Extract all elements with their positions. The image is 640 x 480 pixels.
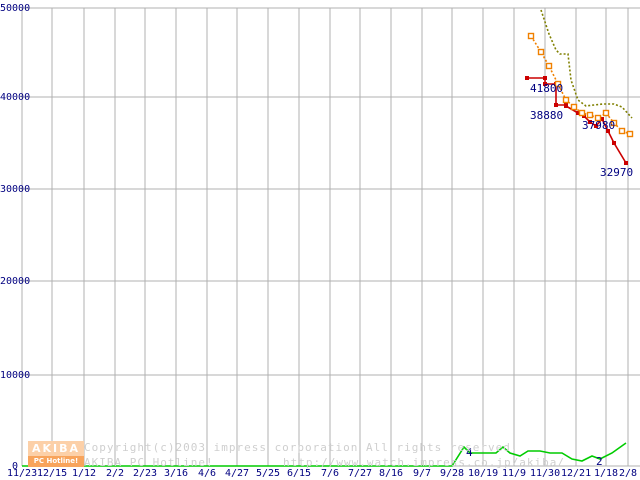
series-max-price bbox=[540, 9, 633, 119]
series-avg-price bbox=[527, 32, 634, 138]
count-value-label: 2 bbox=[596, 455, 603, 468]
data-point-marker bbox=[527, 32, 535, 40]
data-point-marker bbox=[543, 82, 547, 86]
data-point-marker bbox=[602, 109, 610, 117]
data-point-marker bbox=[618, 127, 626, 135]
series-shop-count bbox=[22, 442, 627, 467]
watermark-brand-bottom: PC Hotline! bbox=[28, 456, 84, 467]
price-value-label: 41800 bbox=[530, 82, 564, 95]
x-axis-tick-label: 9/7 bbox=[413, 468, 432, 479]
site-name-line: AKIBA PC Hotline! bbox=[84, 456, 214, 469]
x-axis-tick-label: 10/19 bbox=[468, 468, 499, 479]
data-point-marker bbox=[545, 62, 553, 70]
y-axis-tick-label: 30000 bbox=[0, 184, 31, 195]
x-axis-tick-label: 5/25 bbox=[256, 468, 281, 479]
data-point-marker bbox=[594, 124, 598, 128]
data-point-marker bbox=[570, 103, 578, 111]
series-line-shop-count bbox=[22, 442, 627, 467]
copyright-line: Copyright(c)2003 impress corporation All… bbox=[84, 441, 519, 454]
price-value-label: 32970 bbox=[600, 166, 634, 179]
data-point-marker bbox=[594, 114, 602, 122]
data-point-marker bbox=[525, 76, 529, 80]
x-axis-tick-label: 2/23 bbox=[133, 468, 158, 479]
x-axis-tick-label: 11/9 bbox=[502, 468, 527, 479]
y-axis-tick-label: 50000 bbox=[0, 3, 31, 14]
data-point-marker bbox=[610, 119, 618, 127]
x-axis-tick-label: 2/8 bbox=[619, 468, 638, 479]
price-value-label: 37980 bbox=[582, 119, 616, 132]
data-point-marker bbox=[578, 109, 586, 117]
site-url-line: http://www.watch.impress.co.jp/akiba/ bbox=[283, 456, 566, 469]
x-axis-tick-label: 9/28 bbox=[440, 468, 465, 479]
x-axis-tick-label: 2/2 bbox=[106, 468, 125, 479]
grid-lines bbox=[21, 7, 640, 467]
data-point-marker bbox=[624, 161, 628, 165]
data-point-marker bbox=[576, 111, 580, 115]
series-min-price bbox=[525, 76, 628, 165]
data-point-marker bbox=[564, 104, 568, 108]
x-axis-tick-label: 12/21 bbox=[561, 468, 592, 479]
x-axis-tick-label: 11/30 bbox=[530, 468, 561, 479]
data-point-marker bbox=[554, 80, 562, 88]
count-value-label: 4 bbox=[466, 446, 473, 459]
data-point-marker bbox=[537, 48, 545, 56]
data-point-marker bbox=[626, 130, 634, 138]
data-point-marker bbox=[612, 141, 616, 145]
data-point-marker bbox=[588, 120, 592, 124]
x-axis-tick-label: 12/15 bbox=[37, 468, 68, 479]
x-axis-tick-label: 1/12 bbox=[72, 468, 97, 479]
x-axis-tick-label: 4/6 bbox=[198, 468, 217, 479]
akiba-watermark-logo: AKIBA PC Hotline! bbox=[28, 441, 84, 467]
y-axis-tick-label: 20000 bbox=[0, 276, 31, 287]
data-point-marker bbox=[586, 111, 594, 119]
x-axis-tick-label: 4/27 bbox=[225, 468, 250, 479]
y-axis-tick-label: 40000 bbox=[0, 92, 31, 103]
data-point-marker bbox=[543, 76, 547, 80]
price-value-label: 38880 bbox=[530, 109, 564, 122]
series-line-max-price bbox=[540, 9, 633, 119]
y-axis-tick-label: 10000 bbox=[0, 370, 31, 381]
y-axis-tick-label: 0 bbox=[12, 461, 19, 472]
watermark-brand-top: AKIBA bbox=[28, 441, 84, 456]
x-axis-tick-label: 7/27 bbox=[348, 468, 373, 479]
x-axis-tick-label: 6/15 bbox=[287, 468, 312, 479]
x-axis-tick-label: 8/16 bbox=[379, 468, 404, 479]
x-axis-tick-label: 1/18 bbox=[594, 468, 619, 479]
x-axis-tick-label: 11/23 bbox=[7, 468, 38, 479]
data-point-marker bbox=[600, 117, 604, 121]
data-point-marker bbox=[554, 103, 558, 107]
data-point-marker bbox=[606, 129, 610, 133]
x-axis-tick-label: 7/6 bbox=[321, 468, 340, 479]
data-point-marker bbox=[562, 96, 570, 104]
x-axis-tick-label: 3/16 bbox=[164, 468, 189, 479]
